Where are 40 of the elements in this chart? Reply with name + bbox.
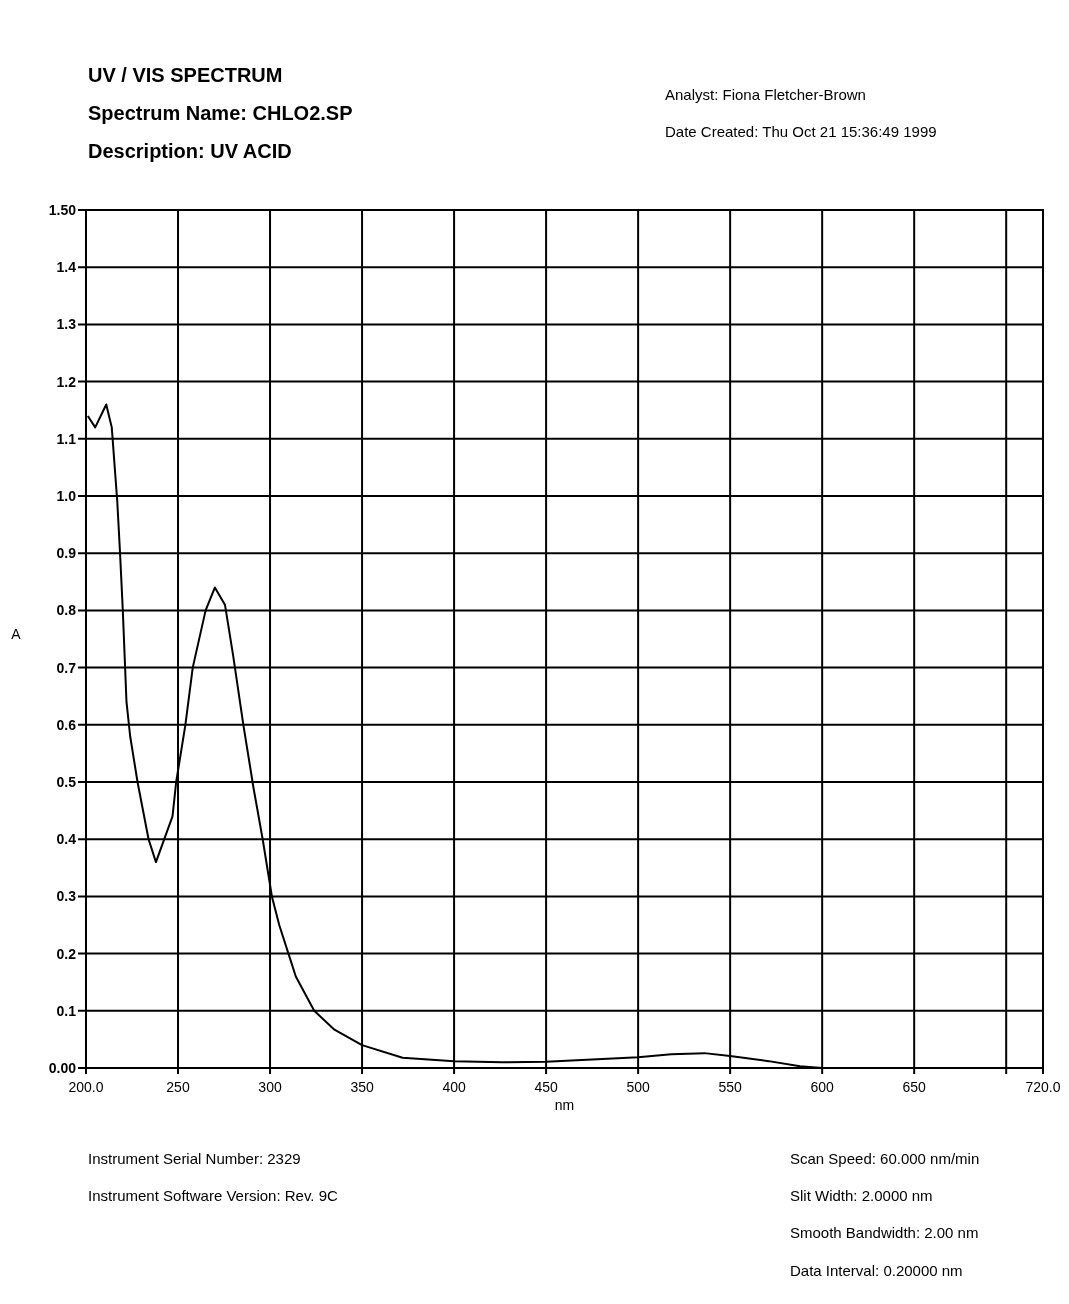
- text: Slit Width: 2.0000 nm: [790, 1187, 933, 1204]
- text: Analyst: Fiona Fletcher-Brown: [665, 86, 866, 103]
- x-tick-label: 650: [902, 1079, 927, 1095]
- y-tick-label: 1.4: [56, 259, 77, 276]
- y-tick-label: 0.1: [56, 1002, 77, 1019]
- y-tick-label: 0.7: [56, 659, 77, 676]
- y-tick-label: 1.1: [56, 430, 77, 447]
- y-tick-label: 0.2: [56, 945, 77, 962]
- text: Date Created: Thu Oct 21 15:36:49 1999: [665, 123, 937, 140]
- y-tick-label: 1.2: [56, 373, 77, 390]
- x-tick-label: 350: [350, 1079, 374, 1095]
- y-tick-label: 0.00: [48, 1059, 77, 1076]
- x-tick-label: 300: [258, 1079, 282, 1095]
- y-tick-label: 0.3: [56, 888, 77, 905]
- y-tick-label: 0.8: [56, 602, 77, 619]
- x-tick-label: 200.0: [68, 1079, 104, 1095]
- x-tick-label: 600: [810, 1079, 835, 1095]
- text: Description: UV ACID: [88, 140, 292, 162]
- y-tick-label: 0.9: [56, 545, 77, 562]
- x-axis-title: nm: [554, 1097, 575, 1113]
- text: Instrument Serial Number: 2329: [88, 1150, 301, 1167]
- x-tick-label: 720.0: [1025, 1079, 1061, 1095]
- x-tick-label: 500: [626, 1079, 651, 1095]
- y-tick-label: 0.4: [56, 831, 77, 848]
- y-tick-label: 1.0: [56, 487, 77, 504]
- y-tick-label: 1.3: [56, 316, 77, 333]
- chart-title: UV / VIS SPECTRUM: [88, 64, 283, 86]
- x-tick-label: 250: [166, 1079, 190, 1095]
- x-tick-label: 450: [534, 1079, 558, 1095]
- text: Data Interval: 0.20000 nm: [790, 1262, 963, 1279]
- text: Scan Speed: 60.000 nm/min: [790, 1150, 980, 1167]
- text: Instrument Software Version: Rev. 9C: [88, 1187, 338, 1204]
- y-axis-title: A: [11, 626, 22, 642]
- y-tick-label: 1.50: [48, 201, 77, 218]
- text: Spectrum Name: CHLO2.SP: [88, 102, 353, 124]
- x-tick-label: 550: [718, 1079, 743, 1095]
- y-tick-label: 0.5: [56, 773, 77, 790]
- text: Smooth Bandwidth: 2.00 nm: [790, 1224, 979, 1241]
- y-tick-label: 0.6: [56, 716, 77, 733]
- x-tick-label: 400: [442, 1079, 466, 1095]
